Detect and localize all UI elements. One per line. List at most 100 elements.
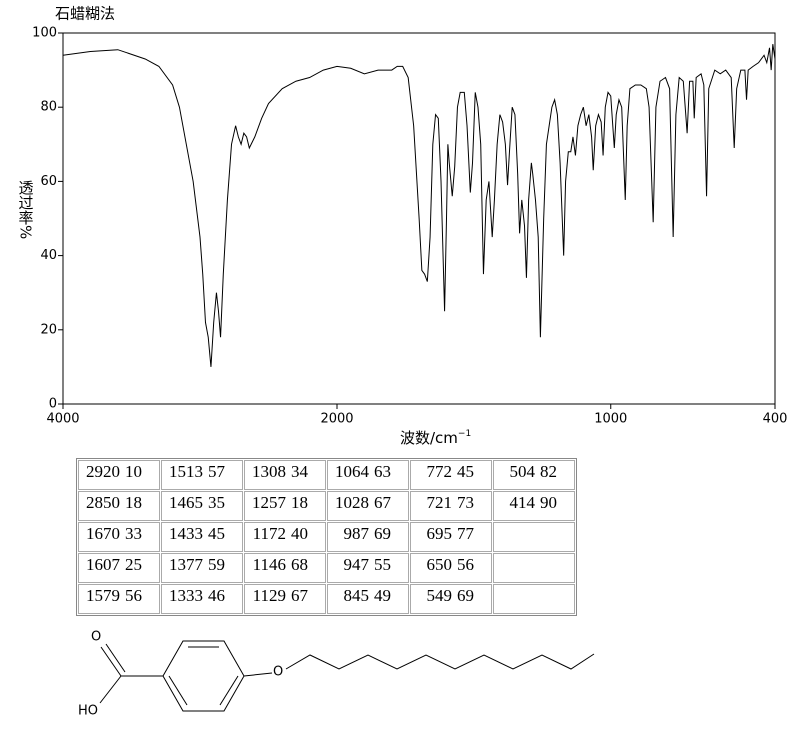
table-cell: 695 77	[410, 522, 492, 552]
table-cell	[493, 584, 575, 614]
wavenumber: 414	[509, 493, 536, 512]
transmittance: 25	[125, 555, 142, 574]
table-cell: 1465 35	[161, 491, 243, 521]
table-cell: 549 69	[410, 584, 492, 614]
structure-bonds	[99, 640, 595, 712]
x-tick-label: 1000	[594, 412, 627, 427]
wavenumber: 504	[509, 462, 536, 481]
table-cell: 2850 18	[78, 491, 160, 521]
y-tick-label: 60	[40, 174, 57, 189]
transmittance: 18	[291, 493, 308, 512]
table-cell: 947 55	[327, 553, 409, 583]
transmittance: 33	[125, 524, 142, 543]
wavenumber: 1607	[86, 555, 120, 574]
transmittance: 73	[457, 493, 474, 512]
table-cell: 1028 67	[327, 491, 409, 521]
y-axis-label: 透过率%	[17, 180, 35, 239]
table-cell: 721 73	[410, 491, 492, 521]
table-cell: 1129 67	[244, 584, 326, 614]
transmittance: 67	[291, 586, 308, 605]
wavenumber: 1257	[252, 493, 286, 512]
wavenumber: 1028	[335, 493, 369, 512]
wavenumber: 2850	[86, 493, 120, 512]
wavenumber: 947	[343, 555, 370, 574]
wavenumber: 549	[426, 586, 453, 605]
y-tick-label: 40	[40, 248, 57, 263]
table-cell: 1607 25	[78, 553, 160, 583]
wavenumber: 721	[426, 493, 453, 512]
table-cell: 1146 68	[244, 553, 326, 583]
wavenumber: 1129	[252, 586, 286, 605]
transmittance: 63	[374, 462, 391, 481]
table-cell: 650 56	[410, 553, 492, 583]
table-cell: 1257 18	[244, 491, 326, 521]
chart: 石蜡糊法 波数/cm−1 透过率% 0 20 40 60 80 100 4000 2000 10…	[17, 5, 788, 447]
wavenumber: 1146	[252, 555, 286, 574]
table-cell: 845 49	[327, 584, 409, 614]
wavenumber: 1064	[335, 462, 369, 481]
transmittance: 69	[457, 586, 474, 605]
transmittance: 59	[208, 555, 225, 574]
transmittance: 68	[291, 555, 308, 574]
chart-title: 石蜡糊法	[55, 5, 115, 23]
table-cell: 1377 59	[161, 553, 243, 583]
wavenumber: 1579	[86, 586, 120, 605]
y-tick-label: 80	[40, 100, 57, 115]
atom-label: HO	[78, 704, 98, 719]
y-tick-label: 20	[40, 322, 57, 337]
transmittance: 77	[457, 524, 474, 543]
table-cell: 1579 56	[78, 584, 160, 614]
transmittance: 56	[125, 586, 142, 605]
wavenumber: 1513	[169, 462, 203, 481]
wavenumber: 2920	[86, 462, 120, 481]
table-row: 2920 10 1513 57 1308 34 1064 63 772 45 504 82	[78, 460, 575, 490]
transmittance: 45	[208, 524, 225, 543]
wavenumber: 1308	[252, 462, 286, 481]
transmittance: 57	[208, 462, 225, 481]
table-cell: 1172 40	[244, 522, 326, 552]
transmittance: 35	[208, 493, 225, 512]
wavenumber: 1465	[169, 493, 203, 512]
x-tick-label: 4000	[46, 412, 79, 427]
transmittance: 56	[457, 555, 474, 574]
transmittance: 90	[540, 493, 557, 512]
table-cell: 504 82	[493, 460, 575, 490]
wavenumber: 1377	[169, 555, 203, 574]
wavenumber: 987	[343, 524, 370, 543]
table-row: 2850 18 1465 35 1257 18 1028 67 721 73 414 90	[78, 491, 575, 521]
table-row: 1607 25 1377 59 1146 68 947 55 650 56	[78, 553, 575, 583]
table-cell: 1308 34	[244, 460, 326, 490]
x-axis-label-sup: −1	[458, 429, 471, 439]
table-cell: 2920 10	[78, 460, 160, 490]
table-row: 1670 33 1433 45 1172 40 987 69 695 77	[78, 522, 575, 552]
x-axis-label-text: 波数/cm	[400, 429, 458, 447]
table-cell: 1433 45	[161, 522, 243, 552]
transmittance: 82	[540, 462, 557, 481]
plot-frame	[62, 32, 776, 405]
table-cell: 414 90	[493, 491, 575, 521]
transmittance: 46	[208, 586, 225, 605]
atom-label: O	[273, 665, 283, 680]
table-cell: 1333 46	[161, 584, 243, 614]
x-tick-label: 2000	[320, 412, 353, 427]
transmittance: 67	[374, 493, 391, 512]
transmittance: 10	[125, 462, 142, 481]
transmittance: 49	[374, 586, 391, 605]
x-axis-label: 波数/cm−1	[400, 429, 471, 447]
spectrum-line	[62, 44, 776, 367]
table-cell: 1670 33	[78, 522, 160, 552]
wavenumber: 1333	[169, 586, 203, 605]
transmittance: 45	[457, 462, 474, 481]
x-tick-label: 400	[763, 412, 788, 427]
table-cell: 987 69	[327, 522, 409, 552]
table-cell: 1513 57	[161, 460, 243, 490]
table-cell: 1064 63	[327, 460, 409, 490]
transmittance: 69	[374, 524, 391, 543]
wavenumber: 1670	[86, 524, 120, 543]
transmittance: 55	[374, 555, 391, 574]
structure: O HO O	[78, 630, 595, 719]
wavenumber: 1172	[252, 524, 286, 543]
wavenumber: 1433	[169, 524, 203, 543]
atom-label: O	[91, 630, 101, 645]
